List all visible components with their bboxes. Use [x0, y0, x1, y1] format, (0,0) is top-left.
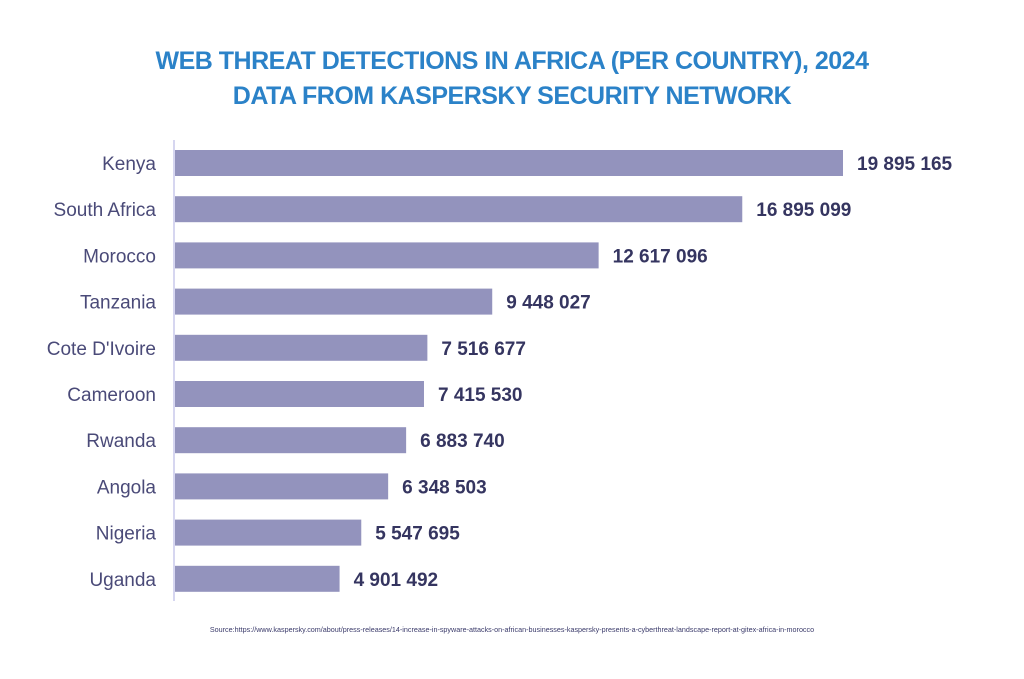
bar-uganda — [175, 565, 340, 592]
category-label: Angola — [97, 477, 157, 498]
category-label: Cameroon — [67, 385, 156, 406]
bar-morocco — [175, 242, 599, 269]
value-label: 6 348 503 — [402, 477, 487, 498]
value-label: 9 448 027 — [506, 293, 591, 314]
bar-kenya — [175, 150, 843, 176]
category-label: Tanzania — [80, 293, 156, 314]
value-label: 6 883 740 — [420, 431, 505, 452]
category-label: Kenya — [102, 154, 156, 175]
chart-subtitle: DATA FROM KASPERSKY SECURITY NETWORK — [232, 82, 792, 110]
category-label: Cote D'Ivoire — [47, 339, 156, 360]
bar-rwanda — [175, 427, 407, 454]
chart-title: WEB THREAT DETECTIONS IN AFRICA (PER COU… — [155, 47, 869, 75]
bar-nigeria — [175, 519, 362, 546]
bar-tanzania — [175, 288, 493, 315]
category-label: Morocco — [83, 246, 156, 267]
bar-cameroon — [175, 381, 424, 407]
value-label: 7 415 530 — [438, 385, 523, 406]
value-label: 12 617 096 — [613, 246, 708, 267]
bar-cote-d-ivoire — [175, 334, 428, 361]
value-label: 7 516 677 — [441, 339, 526, 360]
category-label: Rwanda — [86, 431, 156, 452]
bar-angola — [175, 473, 389, 500]
source-note: Source:https://www.kaspersky.com/about/p… — [209, 625, 815, 634]
bar-south-africa — [175, 196, 743, 223]
value-label: 16 895 099 — [756, 200, 851, 221]
category-label: Nigeria — [96, 524, 157, 545]
value-label: 19 895 165 — [857, 154, 953, 175]
category-label: South Africa — [54, 200, 157, 221]
category-label: Uganda — [89, 570, 156, 591]
bars-group: Kenya 19 895 165 South Africa 16 895 099 Mor… — [47, 150, 953, 592]
value-label: 5 547 695 — [375, 524, 460, 545]
value-label: 4 901 492 — [354, 570, 439, 591]
